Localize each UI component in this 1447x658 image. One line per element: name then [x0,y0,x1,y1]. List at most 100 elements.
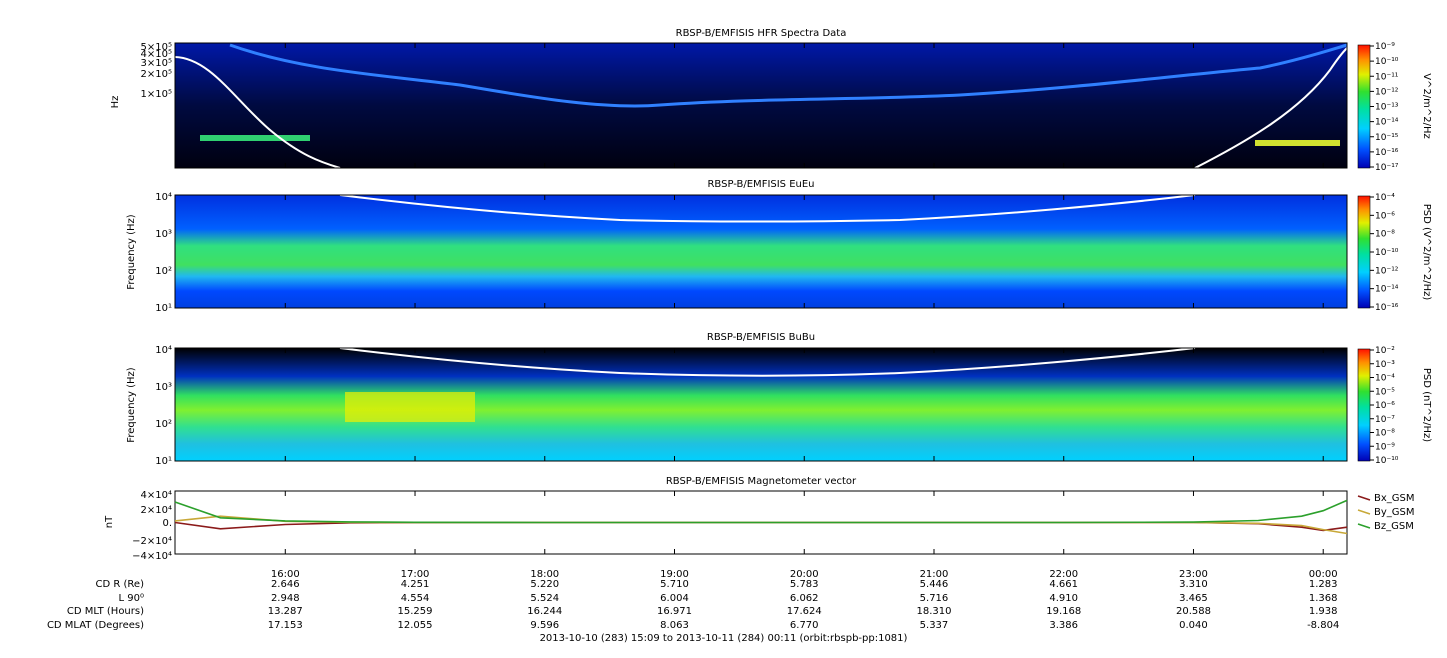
colorbar-tick-label: 10⁻¹⁰ [1375,248,1399,258]
ephemeris-column: 5.446 5.716 18.310 5.337 [894,578,974,632]
bubu-zticks: 10⁻² 10⁻³ 10⁻⁴ 10⁻⁵ 10⁻⁶ 10⁻⁷ 10⁻⁸ 10⁻⁹ 10⁻¹⁰ [1370,346,1399,466]
time-tick-label: 00:00 [1309,569,1338,580]
ephemeris-value: 5.783 [789,579,819,590]
colorbar-tick-label: 10⁻⁹ [1375,42,1395,52]
bubu-ytick: 10¹ [155,456,172,467]
eueu-spectrogram [175,195,1347,308]
colorbar-tick-label: 10⁻² [1375,346,1395,356]
colorbar-tick-label: 10⁻¹⁶ [1375,148,1399,158]
eueu-ytick: 10³ [155,229,172,240]
colorbar-tick-label: 10⁻³ [1375,360,1395,370]
colorbar-tick-label: 10⁻¹⁴ [1375,118,1399,128]
bubu-colorbar [1357,348,1371,462]
ephemeris-value: 4.554 [400,592,430,604]
legend-swatch [1357,523,1371,529]
colorbar-tick-label: 10⁻⁶ [1375,401,1395,411]
colorbar-tick-label: 10⁻¹⁰ [1375,456,1399,466]
eueu-colorbar [1357,195,1371,309]
ephemeris-column: 4.251 4.554 15.259 12.055 [375,578,455,632]
mag-series-group [174,499,1348,535]
mag-panel: RBSP-B/EMFISIS Magnetometer vector 4×10⁴… [104,476,1415,562]
hfr-yticks: 5×10⁵ 4×10⁵ 3×10⁵ 2×10⁵ 1×10⁵ [141,42,172,100]
hfr-band [200,135,310,141]
bubu-ytick: 10⁴ [155,345,172,356]
ephemeris-column: 2.646 2.948 13.287 17.153 [245,578,325,632]
ephemeris-value: 1.938 [1308,606,1338,617]
eueu-yticks: 10⁴ 10³ 10² 10¹ [155,192,172,314]
ephemeris-value: 3.310 [1179,579,1208,590]
hfr-band-right [1255,140,1340,146]
eueu-ylabel: Frequency (Hz) [126,214,137,290]
colorbar-tick-label: 10⁻⁶ [1375,211,1395,221]
ephemeris-value: 1.368 [1308,592,1338,604]
colorbar-tick-label: 10⁻¹¹ [1375,72,1399,82]
hfr-zticks: 10⁻⁹ 10⁻¹⁰ 10⁻¹¹ 10⁻¹² 10⁻¹³ 10⁻¹⁴ 10⁻¹⁵ 10⁻¹⁶ 1… [1370,42,1399,173]
ephemeris-value: 2.948 [270,592,300,604]
ephemeris-value: 8.063 [660,619,689,631]
bubu-hot-band [345,392,475,422]
ephemeris-value: -8.804 [1307,619,1340,631]
ephemeris-value: 0.040 [1179,619,1208,631]
hfr-ytick: 1×10⁵ [141,89,172,100]
ephemeris-column: 5.220 5.524 16.244 9.596 [505,578,585,632]
time-tick-label: 22:00 [1049,569,1078,580]
eueu-zlabel: PSD (V^2/m^2/Hz) [1421,204,1432,301]
eueu-ytick: 10² [155,266,172,277]
ephemeris-value: 12.055 [397,619,433,631]
ephemeris-value: 15.259 [397,606,433,617]
colorbar-tick-label: 10⁻¹⁴ [1375,285,1399,295]
mag-ytick: 2×10⁴ [141,505,172,516]
time-span: 2013-10-10 (283) 15:09 to 2013-10-11 (28… [539,633,908,644]
ephemeris-value: 3.386 [1049,619,1079,631]
legend-label: Bz_GSM [1374,521,1414,532]
mag-ytick: 4×10⁴ [141,490,172,501]
ephemeris-column: 1.283 1.368 1.938 -8.804 [1283,578,1363,632]
colorbar-tick-label: 10⁻¹⁵ [1375,133,1399,143]
time-tick-label: 18:00 [530,569,559,580]
hfr-ylabel: Hz [110,96,121,109]
legend-label: Bx_GSM [1374,493,1415,504]
colorbar-tick-label: 10⁻¹² [1375,266,1399,276]
bubu-ytick: 10² [155,419,172,430]
bubu-yticks: 10⁴ 10³ 10² 10¹ [155,345,172,467]
hfr-ytick: 3×10⁵ [141,58,172,69]
ephemeris-label: CD MLT (Hours) [66,606,144,617]
colorbar-tick-label: 10⁻⁸ [1375,429,1395,439]
ephemeris-value: 16.244 [527,606,563,617]
colorbar-tick-label: 10⁻¹⁰ [1375,57,1399,67]
hfr-colorbar [1357,44,1371,169]
ephemeris-value: 1.283 [1308,579,1338,590]
ephemeris-column: 5.710 6.004 16.971 8.063 [635,578,715,632]
ephemeris-value: 3.465 [1179,592,1208,604]
hfr-ytick: 4×10⁵ [141,49,172,60]
colorbar-tick-label: 10⁻⁷ [1375,415,1395,425]
bubu-ylabel: Frequency (Hz) [126,367,137,443]
ephemeris-label: L 90⁰ [118,592,144,604]
colorbar-tick-label: 10⁻⁵ [1375,387,1395,397]
hfr-spectrogram [175,43,1347,168]
time-tick-label: 21:00 [920,569,949,580]
time-tick-label: 16:00 [271,569,300,580]
colorbar-tick-label: 10⁻⁴ [1375,193,1395,203]
ephemeris-value: 4.251 [400,579,430,590]
colorbar-tick-label: 10⁻¹³ [1375,103,1399,113]
bubu-ytick: 10³ [155,382,172,393]
eueu-title: RBSP-B/EMFISIS EuEu [707,179,814,190]
eueu-white-curve [339,194,1196,223]
legend-swatch [1357,495,1371,501]
bubu-title: RBSP-B/EMFISIS BuBu [707,332,815,343]
hfr-zlabel: V^2/m^2/Hz [1421,73,1432,139]
bubu-zlabel: PSD (nT^2/Hz) [1421,368,1432,442]
mag-ytick: −4×10⁴ [132,551,172,562]
ephemeris-value: 18.310 [916,606,952,617]
ephemeris-value: 5.337 [919,619,949,631]
colorbar-tick-label: 10⁻¹⁶ [1375,303,1399,313]
ephemeris-value: 5.710 [660,579,689,590]
hfr-plasma-line [229,43,1348,108]
legend-label: By_GSM [1374,507,1415,518]
ephemeris-column: 4.661 4.910 19.168 3.386 [1024,578,1104,632]
ephemeris-value: 6.062 [789,592,819,604]
ephemeris-value: 6.770 [789,619,819,631]
colorbar-tick-label: 10⁻⁴ [1375,374,1395,384]
